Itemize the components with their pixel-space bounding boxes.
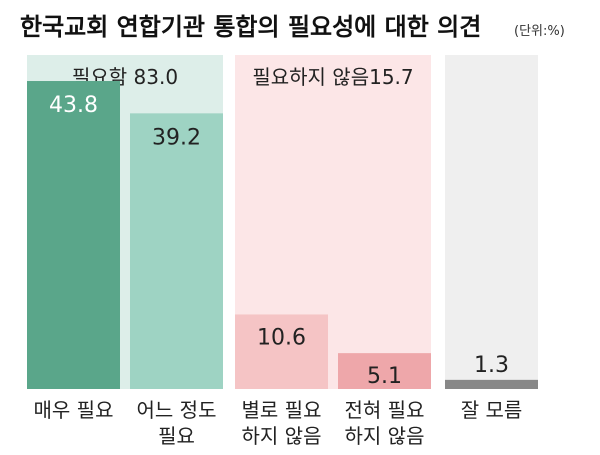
bar-value-label-3: 10.6 — [257, 325, 306, 350]
category-label-2-line-1: 어느 정도 — [137, 398, 217, 422]
bar-value-label-1: 43.8 — [49, 93, 98, 118]
bar-3 — [235, 314, 328, 389]
category-label-3-line-1: 별로 필요 — [242, 398, 322, 422]
bar-value-label-4: 5.1 — [367, 364, 402, 389]
group-background-3 — [445, 55, 538, 389]
bar-value-label-2: 39.2 — [152, 125, 201, 150]
group-backgrounds: 필요함 83.0 필요하지 않음15.7 — [27, 55, 538, 389]
bar-5 — [445, 379, 538, 389]
bars: 43.8 39.2 10.6 5.1 1.3 — [27, 81, 538, 389]
group-label-2: 필요하지 않음15.7 — [252, 65, 413, 89]
bar-value-label-5: 1.3 — [474, 353, 509, 378]
category-label-1-line-1: 매우 필요 — [34, 398, 114, 422]
category-label-4-line-2: 하지 않음 — [345, 424, 425, 448]
category-label-3-line-2: 하지 않음 — [242, 424, 322, 448]
chart-unit: (단위:%) — [514, 24, 565, 39]
category-label-5-line-1: 잘 모름 — [461, 398, 523, 422]
category-label-4-line-1: 전혀 필요 — [345, 398, 425, 422]
category-label-2-line-2: 필요 — [158, 424, 195, 448]
bar-4 — [338, 353, 431, 389]
bar-1 — [27, 81, 120, 389]
bar-2 — [130, 113, 223, 389]
chart-title: 한국교회 연합기관 통합의 필요성에 대한 의견 — [20, 13, 481, 41]
